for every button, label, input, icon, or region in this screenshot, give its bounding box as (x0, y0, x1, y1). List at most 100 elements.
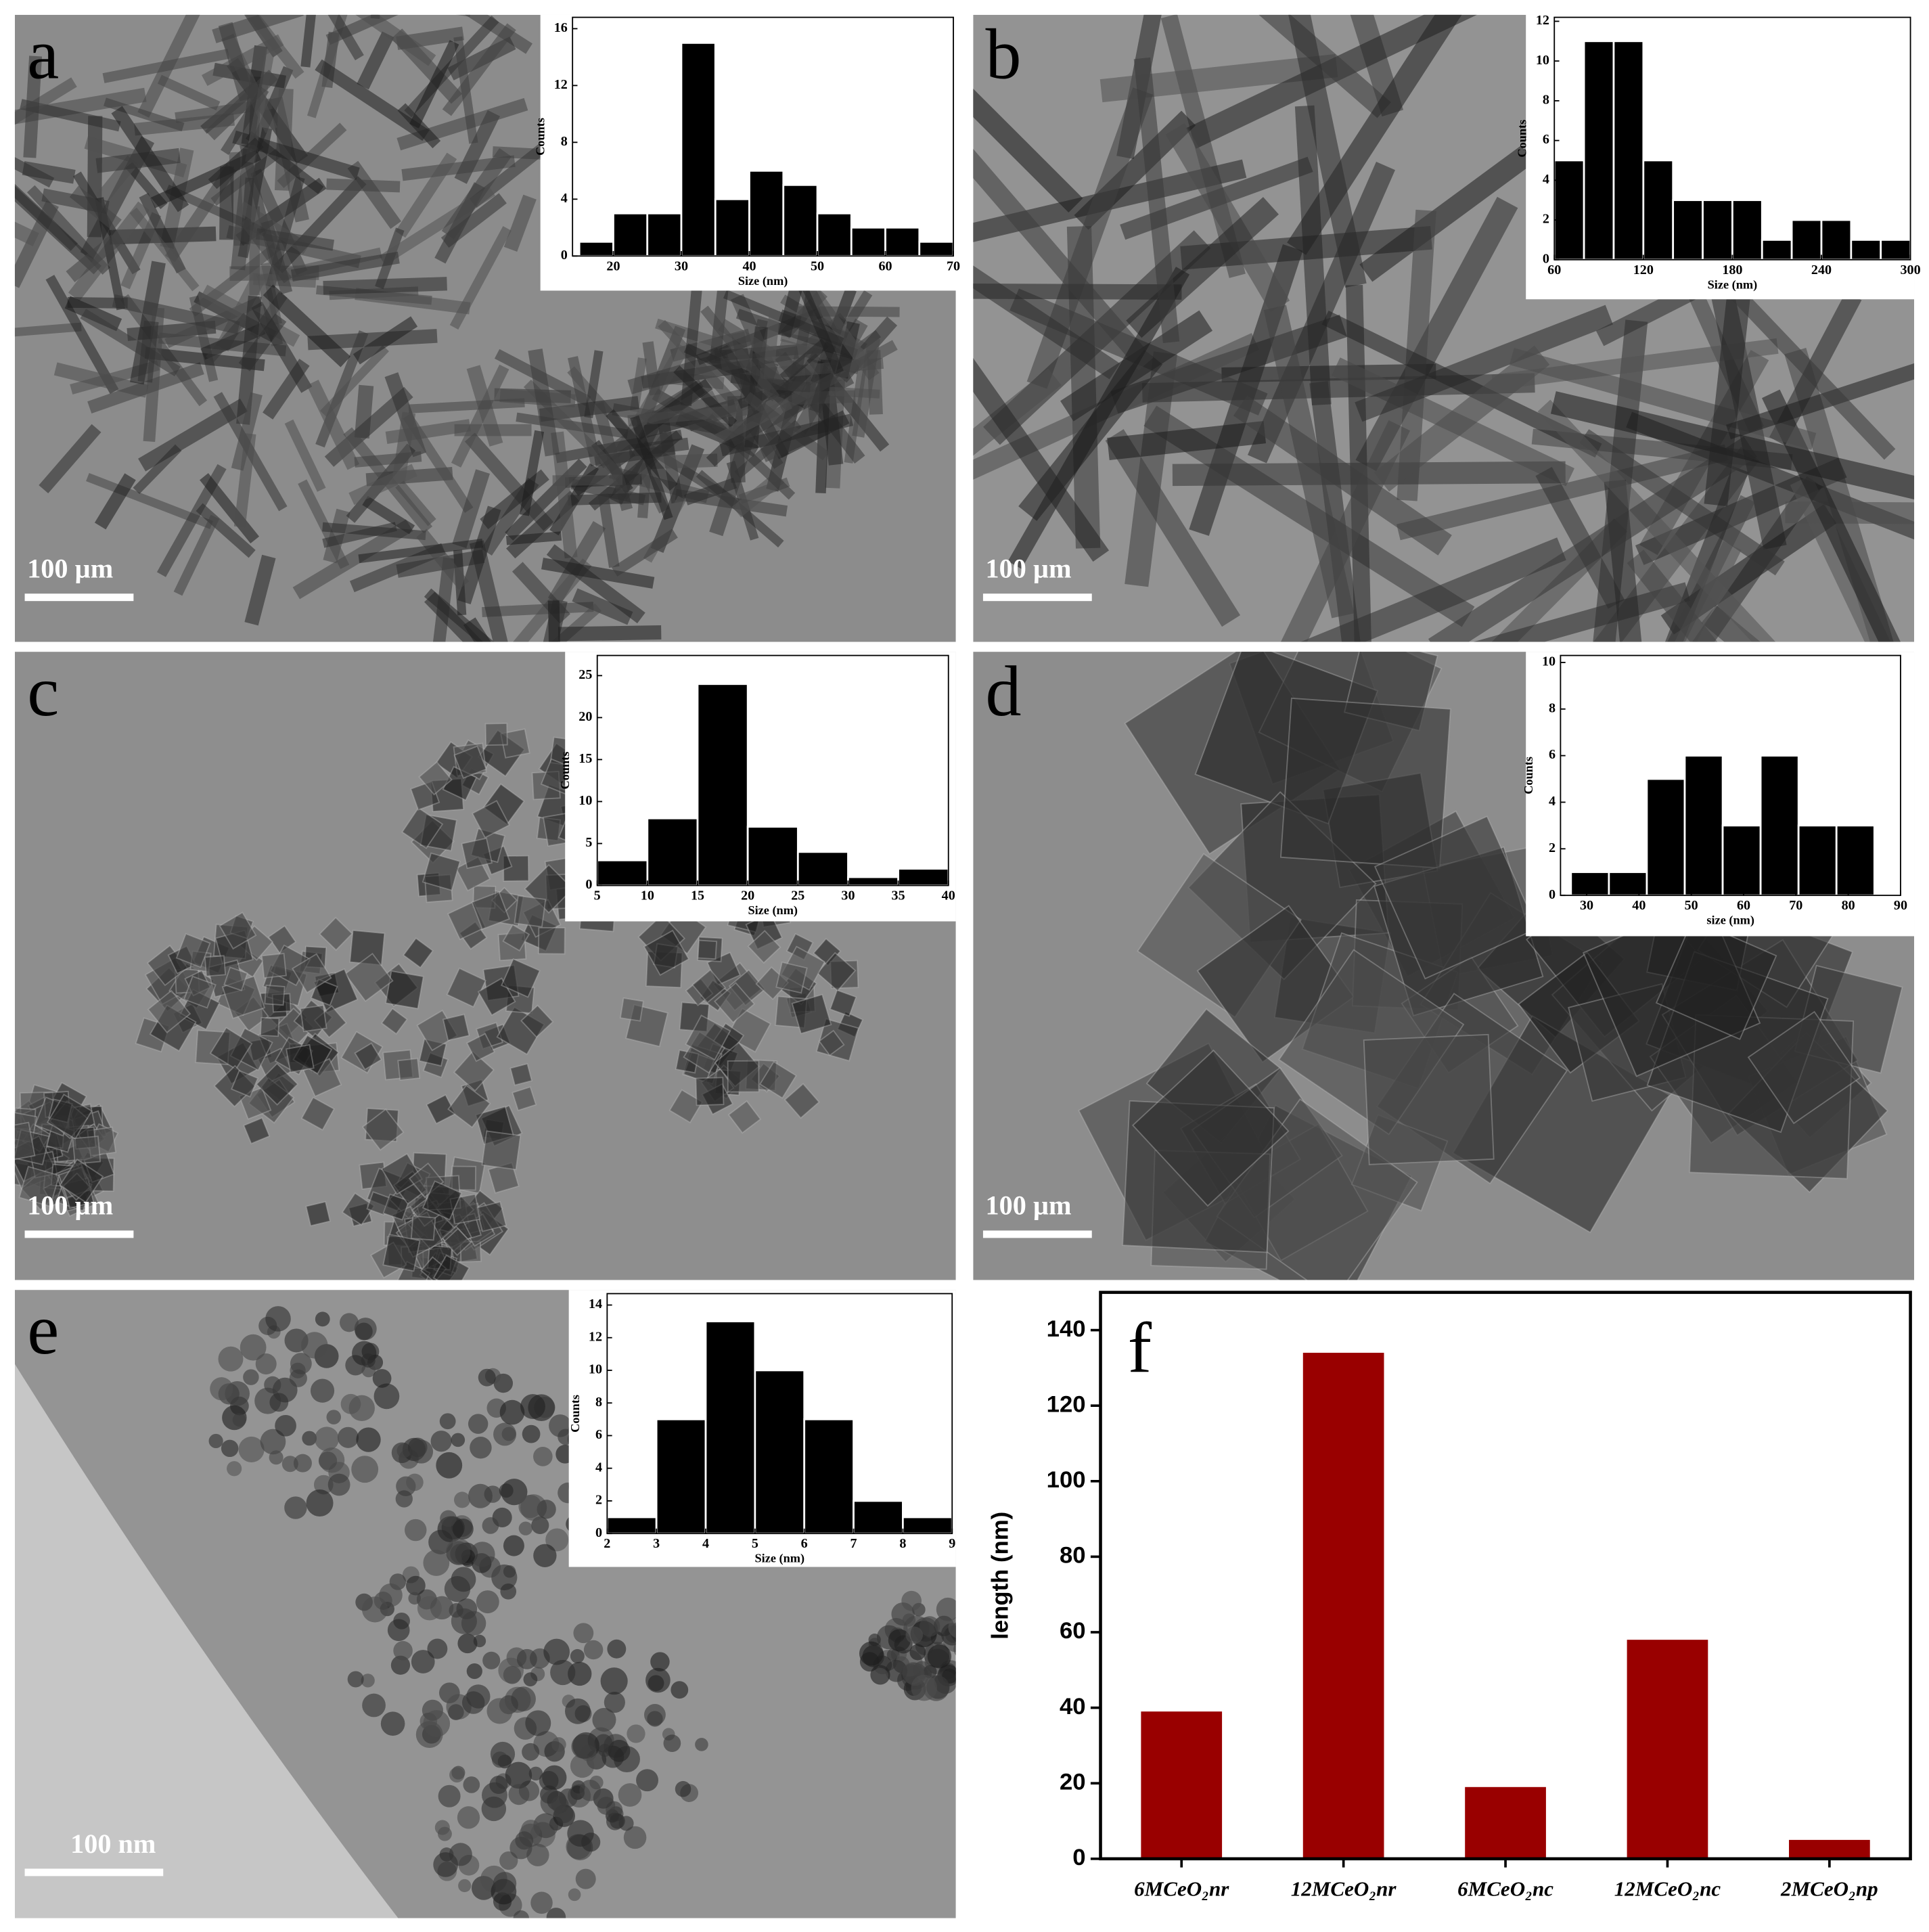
nanocube (1132, 1049, 1290, 1207)
y-tick-label: 0 (595, 1525, 602, 1540)
histogram-bar (816, 212, 853, 257)
nanorod (14, 77, 77, 148)
nanorod (1321, 310, 1602, 458)
nanoparticle (408, 1592, 421, 1605)
nanoparticle (539, 1771, 559, 1791)
nanoparticle (411, 1650, 435, 1673)
histogram-bar (1835, 824, 1876, 897)
nanorod (440, 193, 507, 248)
nanorod (322, 522, 426, 541)
x-axis-label: Size (nm) (1708, 277, 1758, 292)
nanocube (381, 1152, 424, 1195)
nanoparticle (905, 1626, 924, 1644)
x-tick-label: 30 (841, 889, 855, 903)
nanorod (22, 161, 76, 184)
nanoparticle (533, 1447, 553, 1466)
nanorod (14, 87, 147, 125)
nanoparticle (568, 1888, 581, 1902)
nanoparticle (550, 1659, 576, 1686)
nanocube (442, 1014, 470, 1041)
nanoparticle (444, 1576, 471, 1602)
nanoparticle (227, 1461, 242, 1477)
nanoparticle (500, 1583, 517, 1600)
nanoparticle (482, 1651, 501, 1669)
nanorod (568, 492, 662, 506)
nanorod (973, 330, 1110, 562)
nanoparticle (466, 1663, 482, 1680)
histogram-bar (1642, 159, 1675, 261)
nanoparticle (275, 1414, 296, 1437)
nanocube (231, 1069, 259, 1098)
nanorod (23, 55, 43, 158)
nanocube (422, 1180, 463, 1221)
nanorod (102, 49, 230, 83)
scale-bar (24, 1230, 134, 1238)
nanocube (1279, 697, 1451, 869)
inset-frame (572, 16, 954, 257)
nanoparticle (571, 1734, 596, 1759)
nanoparticle (255, 1353, 277, 1375)
nanorod (1627, 549, 1744, 642)
nanorod (451, 364, 509, 468)
nanorod (354, 451, 422, 468)
histogram-bar (1612, 40, 1645, 261)
nanorod (723, 290, 844, 347)
x-tick-label: 20 (741, 889, 754, 903)
nanorod (111, 106, 189, 212)
nanoparticle (409, 1439, 434, 1464)
nanocube (453, 745, 487, 779)
nanoparticle (608, 1739, 631, 1762)
nanorod (464, 432, 554, 531)
nanoparticle (452, 1519, 474, 1540)
nanorod (627, 403, 756, 427)
nanorod (357, 31, 394, 90)
nanoparticle (482, 1782, 507, 1808)
nanorod (395, 152, 457, 238)
nanorod (1785, 501, 1915, 525)
y-tick-label: 5 (585, 835, 592, 850)
panel-letter: e (27, 1290, 59, 1369)
bar (1627, 1640, 1708, 1859)
nanoparticle (470, 1542, 495, 1567)
nanorod (307, 14, 356, 118)
nanoparticle (543, 1638, 570, 1665)
y-tick-label: 4 (595, 1460, 602, 1475)
nanoparticle (340, 1393, 361, 1414)
nanoparticle (618, 1783, 642, 1807)
scale-bar (982, 1230, 1092, 1238)
bar (1465, 1787, 1546, 1859)
nanoparticle (361, 1353, 376, 1368)
nanorod (828, 386, 880, 399)
x-axis-label: size (nm) (1706, 914, 1754, 928)
x-tick-label: 9 (949, 1536, 955, 1551)
y-tick-label: 4 (1549, 794, 1556, 809)
nanocube (175, 933, 211, 968)
nanoparticle (920, 1616, 940, 1637)
nanocube (471, 891, 510, 930)
nanocube (401, 807, 444, 849)
nanocube (385, 970, 424, 1010)
nanorod (403, 413, 474, 513)
nanorod (206, 313, 252, 363)
x-axis-label: Size (nm) (738, 274, 788, 288)
x-tick-label: 50 (1685, 898, 1698, 913)
x-tick-label: 120 (1633, 263, 1654, 277)
x-tick-label: 4 (702, 1536, 709, 1551)
nanoparticle (232, 1413, 246, 1427)
nanocube (319, 916, 353, 951)
histogram-bar (1702, 199, 1733, 261)
nanoparticle (362, 1693, 386, 1717)
nanoparticle (210, 1377, 233, 1401)
y-tick-label: 12 (554, 77, 568, 92)
histogram-bar (714, 198, 750, 257)
nanocube (685, 1014, 731, 1061)
nanoparticle (393, 1640, 413, 1661)
nanoparticle (406, 1473, 424, 1491)
nanoparticle (208, 1433, 223, 1449)
x-tick-label: 240 (1811, 263, 1832, 277)
scale-bar-label: 100 nm (70, 1828, 156, 1859)
nanorod (1284, 14, 1367, 288)
scale-bar-label: 100 µm (986, 1190, 1072, 1221)
nanorod (792, 271, 844, 375)
